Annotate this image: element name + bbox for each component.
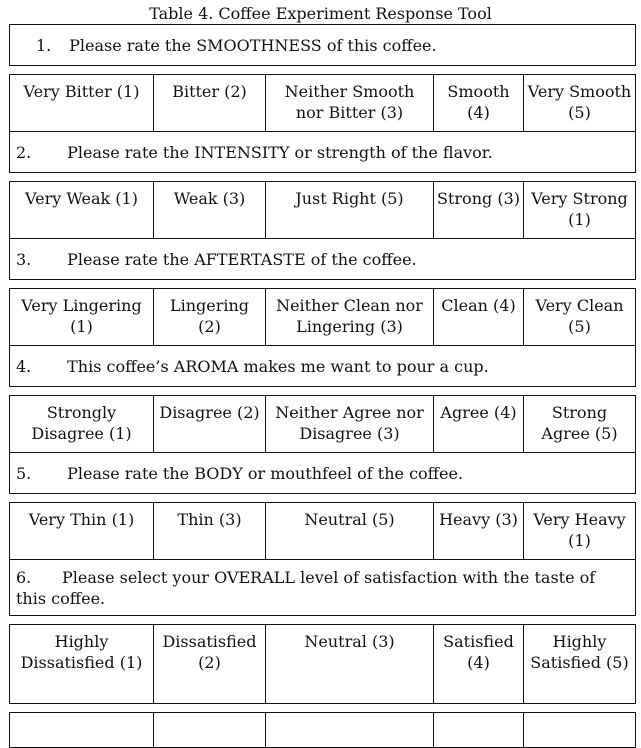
question-5-cell: 5. Please rate the BODY or mouthfeel of … xyxy=(9,452,636,494)
q6-option-5[interactable]: Highly Satisfied (5) xyxy=(523,624,636,704)
q6-option-2[interactable]: Dissatisfied (2) xyxy=(153,624,266,704)
blank-response-row xyxy=(9,712,636,748)
q2-option-5[interactable]: Very Strong (1) xyxy=(523,181,636,239)
question-1-number: 1. xyxy=(36,35,52,55)
q5-option-3[interactable]: Neutral (5) xyxy=(265,502,434,560)
blank-cell-4[interactable] xyxy=(433,712,524,748)
q5-option-1[interactable]: Very Thin (1) xyxy=(9,502,154,560)
question-5-text: Please rate the BODY or mouthfeel of the… xyxy=(67,463,464,483)
blank-cell-5[interactable] xyxy=(523,712,636,748)
question-2-number: 2. xyxy=(16,142,32,162)
question-3-cell: 3. Please rate the AFTERTASTE of the cof… xyxy=(9,238,636,280)
question-4-options: Strongly Disagree (1) Disagree (2) Neith… xyxy=(9,395,636,453)
question-row-2: 2. Please rate the INTENSITY or strength… xyxy=(9,131,636,173)
q1-option-2[interactable]: Bitter (2) xyxy=(153,74,266,132)
q1-option-4[interactable]: Smooth (4) xyxy=(433,74,524,132)
question-row-1: 1. Please rate the SMOOTHNESS of this co… xyxy=(9,24,636,66)
question-6-options: Highly Dissatisfied (1) Dissatisfied (2)… xyxy=(9,624,636,704)
q3-option-1[interactable]: Very Lingering (1) xyxy=(9,288,154,346)
question-4-cell: 4. This coffee’s AROMA makes me want to … xyxy=(9,345,636,387)
q1-option-3[interactable]: Neither Smooth nor Bitter (3) xyxy=(265,74,434,132)
question-row-5: 5. Please rate the BODY or mouthfeel of … xyxy=(9,452,636,494)
q4-option-3[interactable]: Neither Agree nor Disagree (3) xyxy=(265,395,434,453)
q4-option-1[interactable]: Strongly Disagree (1) xyxy=(9,395,154,453)
blank-cell-1[interactable] xyxy=(9,712,154,748)
question-3-options: Very Lingering (1) Lingering (2) Neither… xyxy=(9,288,636,346)
q3-option-3[interactable]: Neither Clean nor Lingering (3) xyxy=(265,288,434,346)
q6-option-4[interactable]: Satisfied (4) xyxy=(433,624,524,704)
question-row-4: 4. This coffee’s AROMA makes me want to … xyxy=(9,345,636,387)
q1-option-1[interactable]: Very Bitter (1) xyxy=(9,74,154,132)
question-1-options: Very Bitter (1) Bitter (2) Neither Smoot… xyxy=(9,74,636,132)
question-3-text: Please rate the AFTERTASTE of the coffee… xyxy=(67,249,417,269)
question-6-text: Please select your OVERALL level of sati… xyxy=(16,567,596,608)
q2-option-3[interactable]: Just Right (5) xyxy=(265,181,434,239)
question-2-text: Please rate the INTENSITY or strength of… xyxy=(67,142,493,162)
question-4-number: 4. xyxy=(16,356,32,376)
response-tool-table: 1. Please rate the SMOOTHNESS of this co… xyxy=(9,24,636,748)
q5-option-2[interactable]: Thin (3) xyxy=(153,502,266,560)
q4-option-4[interactable]: Agree (4) xyxy=(433,395,524,453)
question-2-options: Very Weak (1) Weak (3) Just Right (5) St… xyxy=(9,181,636,239)
question-5-options: Very Thin (1) Thin (3) Neutral (5) Heavy… xyxy=(9,502,636,560)
q4-option-5[interactable]: Strong Agree (5) xyxy=(523,395,636,453)
q5-option-4[interactable]: Heavy (3) xyxy=(433,502,524,560)
q3-option-5[interactable]: Very Clean (5) xyxy=(523,288,636,346)
question-6-number: 6. xyxy=(16,567,32,587)
q1-option-5[interactable]: Very Smooth (5) xyxy=(523,74,636,132)
q3-option-4[interactable]: Clean (4) xyxy=(433,288,524,346)
q4-option-2[interactable]: Disagree (2) xyxy=(153,395,266,453)
q6-option-3[interactable]: Neutral (3) xyxy=(265,624,434,704)
q5-option-5[interactable]: Very Heavy (1) xyxy=(523,502,636,560)
table-caption: Table 4. Coffee Experiment Response Tool xyxy=(149,4,492,23)
q2-option-1[interactable]: Very Weak (1) xyxy=(9,181,154,239)
question-row-3: 3. Please rate the AFTERTASTE of the cof… xyxy=(9,238,636,280)
question-row-6: 6. Please select your OVERALL level of sa… xyxy=(9,559,636,616)
question-3-number: 3. xyxy=(16,249,32,269)
question-2-cell: 2. Please rate the INTENSITY or strength… xyxy=(9,131,636,173)
blank-cell-3[interactable] xyxy=(265,712,434,748)
q2-option-2[interactable]: Weak (3) xyxy=(153,181,266,239)
question-5-number: 5. xyxy=(16,463,32,483)
q2-option-4[interactable]: Strong (3) xyxy=(433,181,524,239)
question-6-cell: 6. Please select your OVERALL level of sa… xyxy=(9,559,636,616)
question-4-text: This coffee’s AROMA makes me want to pou… xyxy=(67,356,489,376)
blank-cell-2[interactable] xyxy=(153,712,266,748)
q6-option-1[interactable]: Highly Dissatisfied (1) xyxy=(9,624,154,704)
q3-option-2[interactable]: Lingering (2) xyxy=(153,288,266,346)
question-1-cell: 1. Please rate the SMOOTHNESS of this co… xyxy=(9,24,636,66)
question-1-text: Please rate the SMOOTHNESS of this coffe… xyxy=(69,35,437,55)
